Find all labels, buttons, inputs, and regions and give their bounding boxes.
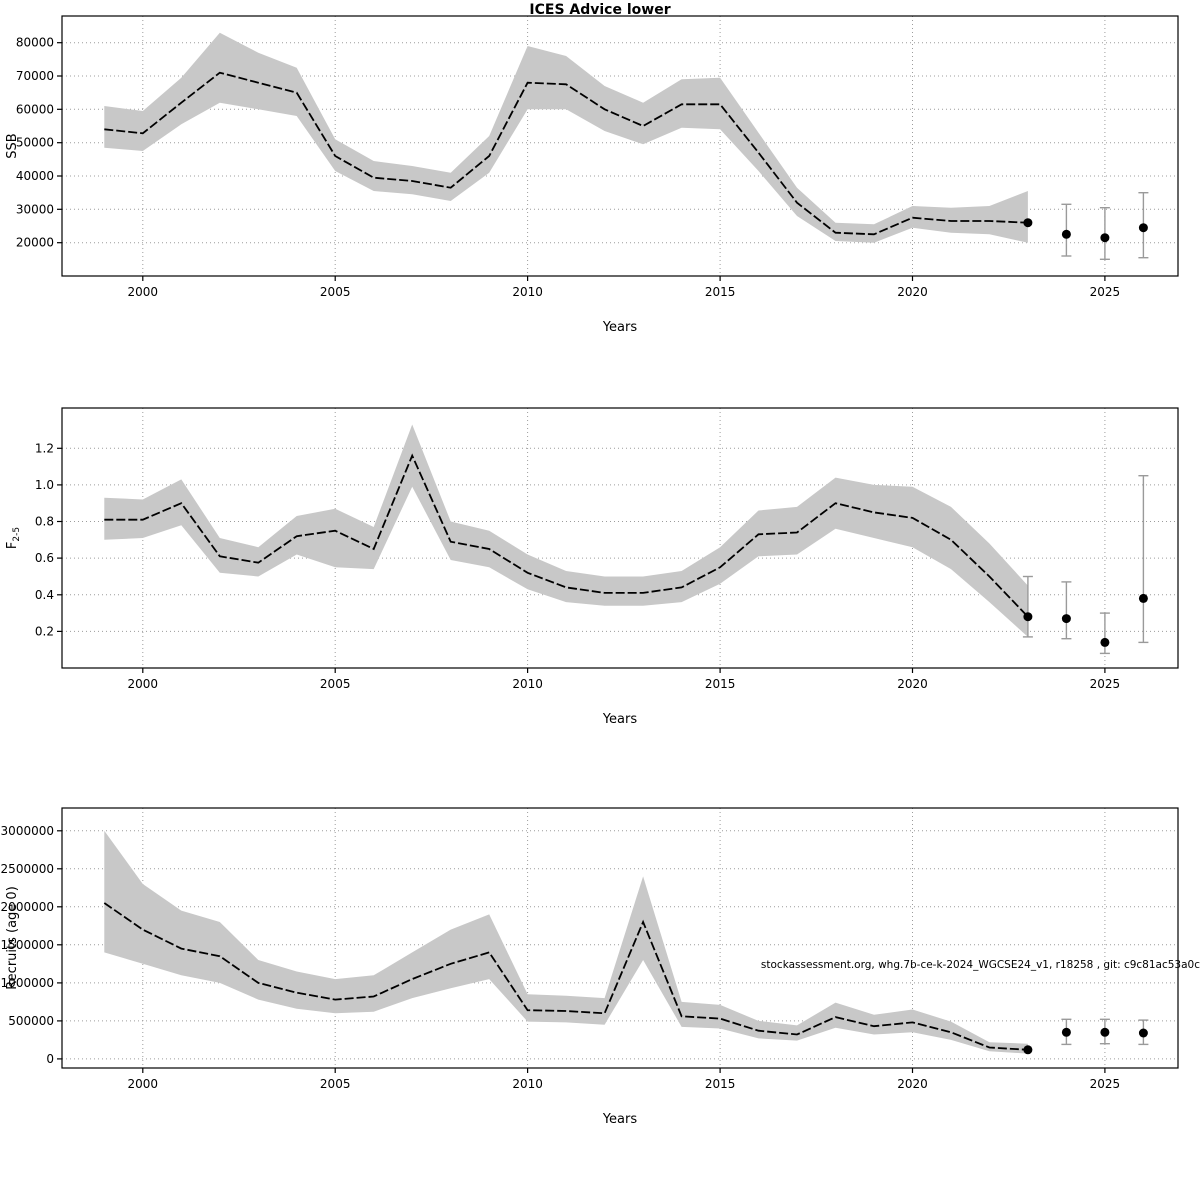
forecast-point <box>1100 1027 1110 1037</box>
estimate-line <box>104 71 1028 236</box>
x-tick-label: 2015 <box>705 677 736 691</box>
confidence-band <box>104 32 1028 243</box>
forecast-point <box>1061 1027 1071 1037</box>
plot-border <box>61 807 1179 1069</box>
forecast-point <box>1023 612 1033 622</box>
y-tick-label: 1.2 <box>35 441 54 455</box>
x-axis-title: Years <box>602 320 638 335</box>
y-tick-label: 80000 <box>16 36 54 50</box>
x-tick-label: 2005 <box>320 285 351 299</box>
y-tick-label: 2500000 <box>1 862 54 876</box>
confidence-band <box>104 424 1028 637</box>
x-axis: 2000 2005 2010 2015 2020 2025 <box>128 276 1121 299</box>
forecast-point <box>1138 223 1148 233</box>
forecast-point <box>1061 614 1071 624</box>
x-axis: 2000 2005 2010 2015 2020 2025 <box>128 1068 1121 1091</box>
forecast-point <box>1023 1045 1033 1055</box>
y-tick-label: 2000000 <box>1 900 54 914</box>
y-tick-label: 500000 <box>8 1014 54 1028</box>
y-tick-label: 0.2 <box>35 624 54 638</box>
forecast-point <box>1100 637 1110 647</box>
x-tick-label: 2005 <box>320 1077 351 1091</box>
y-tick-label: 1000000 <box>1 976 54 990</box>
x-tick-label: 2010 <box>512 677 543 691</box>
forecast-point <box>1138 593 1148 603</box>
y-axis-title: SSB <box>5 133 20 158</box>
y-axis: 0.2 0.4 0.6 0.8 1.0 1.2 <box>35 441 62 638</box>
y-axis: 20000 30000 40000 50000 60000 70000 80000 <box>16 36 62 250</box>
y-tick-label: 0.8 <box>35 515 54 529</box>
x-axis-title: Years <box>602 712 638 727</box>
gridlines <box>62 408 1178 668</box>
y-tick-label: 50000 <box>16 136 54 150</box>
plot-border <box>61 407 1179 669</box>
x-tick-label: 2010 <box>512 285 543 299</box>
y-axis: 0 500000 1000000 1500000 2000000 2500000 30000… <box>1 824 62 1066</box>
y-tick-label: 20000 <box>16 236 54 250</box>
forecast-point <box>1023 218 1033 228</box>
forecast-point <box>1100 233 1110 243</box>
plot-border <box>61 15 1179 277</box>
y-tick-label: 30000 <box>16 202 54 216</box>
y-axis-title: F2-5 <box>5 527 22 549</box>
forecast-error-bar <box>1061 581 1072 640</box>
x-tick-label: 2005 <box>320 677 351 691</box>
x-tick-label: 2020 <box>897 1077 928 1091</box>
x-tick-label: 2020 <box>897 285 928 299</box>
x-tick-label: 2015 <box>705 285 736 299</box>
forecast-error-bar <box>1099 612 1110 655</box>
x-tick-label: 2000 <box>128 1077 159 1091</box>
forecast-point <box>1138 1028 1148 1038</box>
y-tick-label: 0.6 <box>35 551 54 565</box>
y-tick-label: 0 <box>46 1052 54 1066</box>
y-tick-label: 0.4 <box>35 588 54 602</box>
x-tick-label: 2025 <box>1090 1077 1121 1091</box>
x-tick-label: 2000 <box>128 677 159 691</box>
y-axis-title: Recruits (age 0) <box>5 886 20 990</box>
y-tick-label: 1500000 <box>1 938 54 952</box>
x-axis: 2000 2005 2010 2015 2020 2025 <box>128 668 1121 691</box>
x-tick-label: 2020 <box>897 677 928 691</box>
y-tick-label: 3000000 <box>1 824 54 838</box>
forecast-error-bar <box>1022 575 1033 638</box>
forecast-error-bar <box>1138 474 1149 644</box>
forecast-point <box>1061 229 1071 239</box>
x-axis-title: Years <box>602 1112 638 1127</box>
y-tick-label: 40000 <box>16 169 54 183</box>
x-tick-label: 2025 <box>1090 285 1121 299</box>
x-tick-label: 2000 <box>128 285 159 299</box>
figure-title: ICES Advice lower <box>529 2 671 18</box>
recruitment-chart: 2000 2005 2010 2015 2020 2025 0 500000 1000000 15… <box>1 807 1179 1127</box>
ssb-chart: 2000 2005 2010 2015 2020 2025 20000 30000 40000 5… <box>5 15 1179 335</box>
x-tick-label: 2010 <box>512 1077 543 1091</box>
y-tick-label: 60000 <box>16 102 54 116</box>
estimate-line <box>104 453 1029 618</box>
y-tick-label: 1.0 <box>35 478 54 492</box>
watermark-text: stockassessment.org, whg.7b-ce-k-2024_WG… <box>760 959 1200 971</box>
x-tick-label: 2015 <box>705 1077 736 1091</box>
x-tick-label: 2025 <box>1090 677 1121 691</box>
y-tick-label: 70000 <box>16 69 54 83</box>
confidence-band <box>104 830 1028 1054</box>
estimate-line <box>103 902 1028 1051</box>
fishing-mortality-chart: 2000 2005 2010 2015 2020 2025 0.2 0.4 0.6 0.8 1.0 1… <box>5 407 1179 727</box>
